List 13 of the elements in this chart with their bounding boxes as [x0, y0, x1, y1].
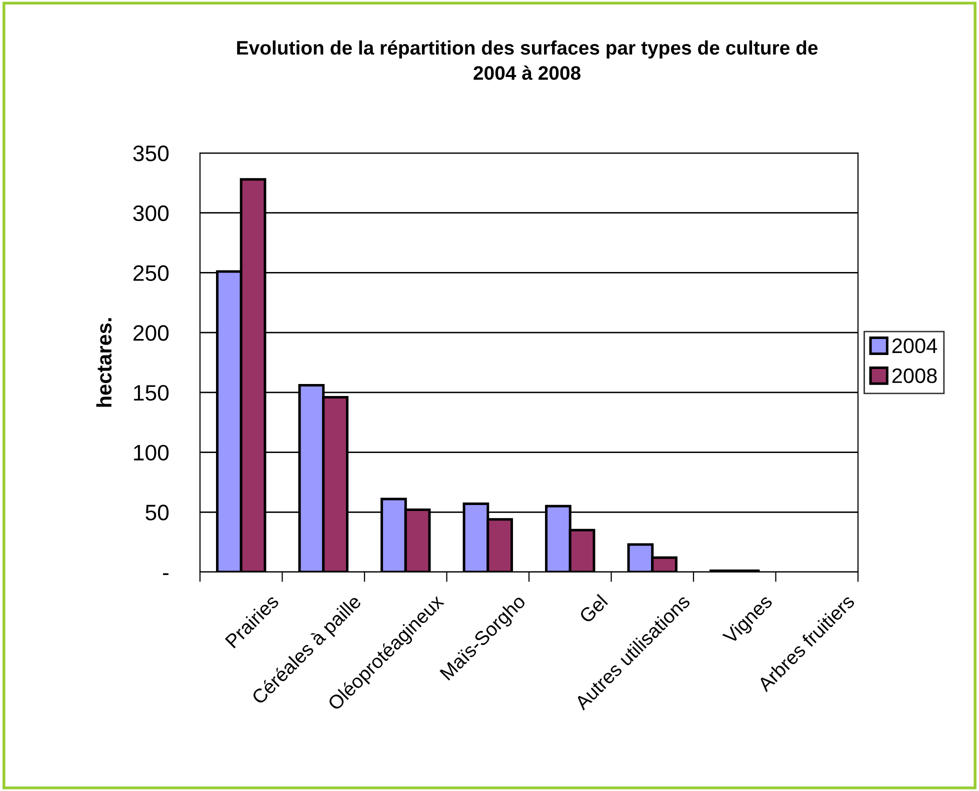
- y-tick-label: 150: [134, 384, 169, 401]
- chart-title: Evolution de la répartition des surfaces par types de culture de 2004 à 2008: [237, 40, 818, 80]
- y-tick-label: 350: [133, 146, 169, 162]
- y-tick-label: 200: [133, 325, 169, 341]
- y-tick-label: 50: [146, 504, 169, 520]
- y-tick-label: 300: [133, 205, 169, 222]
- y-tick-label: -: [163, 573, 168, 576]
- y-axis-title: hectares.: [96, 318, 112, 407]
- y-tick-label: 100: [134, 444, 169, 461]
- legend-label: 2004: [892, 338, 938, 354]
- legend-label: 2008: [892, 368, 937, 384]
- y-tick-label: 250: [133, 265, 169, 281]
- x-tick-label: Gel: [578, 594, 608, 624]
